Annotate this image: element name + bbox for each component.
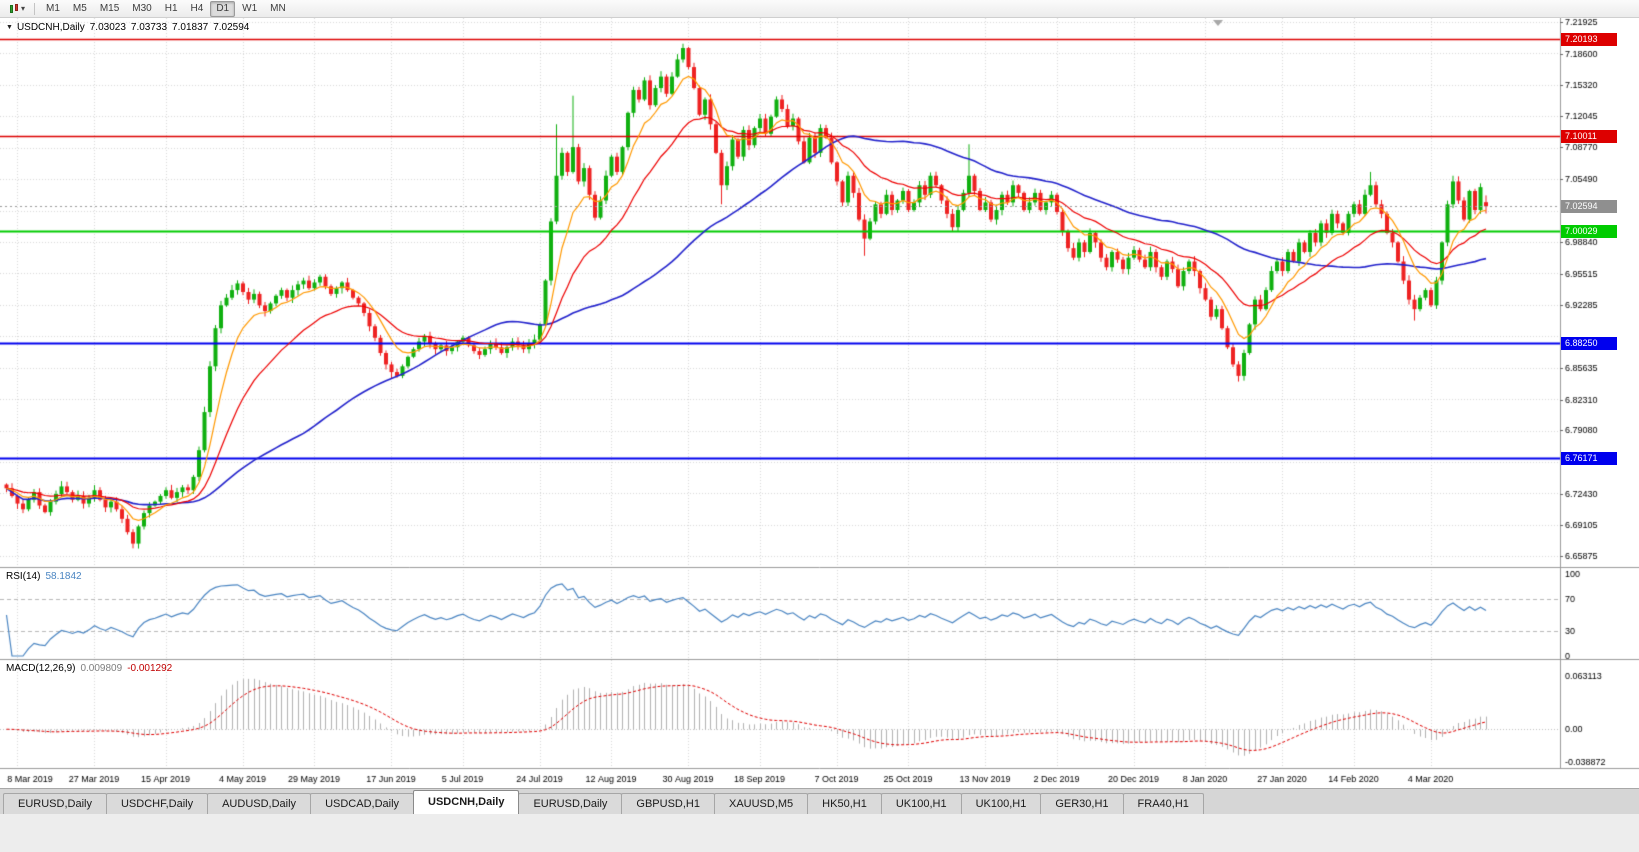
timeframe-button-m15[interactable]: M15	[94, 1, 125, 17]
tab-audusd-daily[interactable]: AUDUSD,Daily	[207, 793, 312, 814]
price-chart-canvas[interactable]	[0, 18, 1639, 788]
timeframe-button-mn[interactable]: MN	[264, 1, 292, 17]
candlestick-chart-icon	[8, 3, 20, 15]
timeframe-button-m1[interactable]: M1	[40, 1, 66, 17]
top-toolbar: ▾ M1 M5 M15 M30 H1 H4 D1 W1 MN	[0, 0, 1639, 18]
tab-gbpusd-h1[interactable]: GBPUSD,H1	[621, 793, 715, 814]
tab-fra40-h1[interactable]: FRA40,H1	[1122, 793, 1204, 814]
timeframe-button-d1[interactable]: D1	[210, 0, 236, 17]
chevron-down-icon: ▾	[21, 3, 26, 13]
tab-uk100-h1-2[interactable]: UK100,H1	[960, 793, 1042, 814]
tab-usdcnh-daily[interactable]: USDCNH,Daily	[413, 790, 520, 814]
tab-eurusd-daily-2[interactable]: EURUSD,Daily	[518, 793, 623, 814]
timeframe-button-m30[interactable]: M30	[126, 1, 157, 17]
tab-hk50-h1[interactable]: HK50,H1	[807, 793, 882, 814]
tab-ger30-h1[interactable]: GER30,H1	[1040, 793, 1124, 814]
toolbar-separator	[34, 2, 36, 15]
timeframe-button-m5[interactable]: M5	[67, 1, 93, 17]
timeframe-button-w1[interactable]: W1	[236, 1, 263, 17]
timeframe-button-h4[interactable]: H4	[185, 1, 210, 17]
tab-usdchf-daily[interactable]: USDCHF,Daily	[105, 793, 209, 814]
chart-window: ▼ USDCNH,Daily 7.03023 7.03733 7.01837 7…	[0, 18, 1639, 788]
tab-uk100-h1-1[interactable]: UK100,H1	[880, 793, 962, 814]
chart-type-button[interactable]: ▾	[4, 1, 29, 17]
timeframe-button-h1[interactable]: H1	[159, 1, 184, 17]
tab-xauusd-m5[interactable]: XAUUSD,M5	[713, 793, 809, 814]
chart-tab-bar: EURUSD,Daily USDCHF,Daily AUDUSD,Daily U…	[0, 788, 1639, 814]
tab-eurusd-daily-1[interactable]: EURUSD,Daily	[3, 793, 107, 814]
tab-usdcad-daily[interactable]: USDCAD,Daily	[310, 793, 415, 814]
